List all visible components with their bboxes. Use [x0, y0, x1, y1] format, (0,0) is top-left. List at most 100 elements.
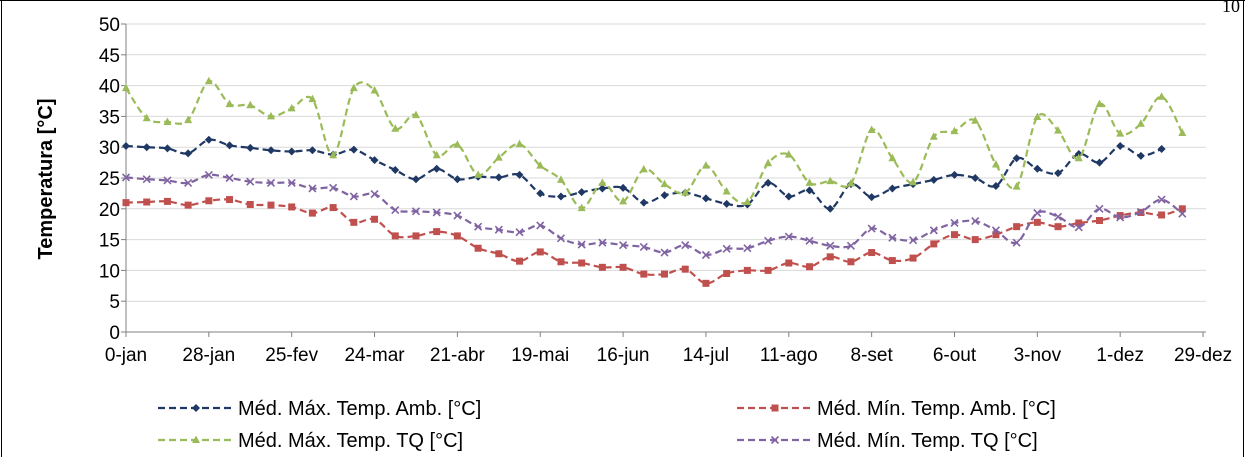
x-tick-label: 11-ago	[760, 345, 818, 366]
legend-item: Méd. Mín. Temp. TQ [°C]	[737, 430, 1038, 452]
data-point	[329, 204, 337, 212]
data-point	[577, 203, 586, 212]
data-point	[1033, 112, 1042, 121]
legend-label: Méd. Mín. Temp. Amb. [°C]	[817, 398, 1056, 420]
data-point	[1116, 141, 1125, 150]
data-point	[681, 188, 690, 196]
y-tick-label: 5	[109, 292, 120, 313]
data-point	[971, 236, 979, 244]
data-point	[515, 228, 524, 237]
data-point	[495, 250, 503, 258]
data-point	[1157, 145, 1166, 154]
data-point	[930, 240, 938, 248]
data-point	[163, 144, 172, 153]
data-point	[639, 242, 648, 252]
data-point	[412, 232, 420, 240]
data-point	[929, 175, 938, 184]
data-point	[163, 197, 171, 205]
data-point	[536, 221, 545, 230]
data-point	[391, 165, 400, 174]
data-point	[184, 115, 193, 124]
data-point	[225, 141, 234, 150]
data-point	[867, 125, 876, 133]
data-point	[453, 232, 461, 240]
data-point	[349, 145, 358, 154]
data-point	[1095, 158, 1104, 167]
series-min-amb	[122, 196, 1186, 287]
data-point	[950, 218, 959, 228]
data-point	[805, 178, 814, 186]
data-point	[536, 248, 544, 256]
data-point	[225, 173, 234, 183]
data-point	[805, 186, 814, 195]
data-point	[142, 175, 151, 184]
data-point	[701, 250, 711, 260]
data-point	[867, 193, 876, 202]
data-point	[909, 254, 917, 262]
data-point	[349, 192, 358, 201]
y-tick-label: 50	[99, 15, 120, 36]
data-point	[826, 253, 834, 261]
data-point	[1136, 207, 1145, 216]
legend-item: Méd. Máx. Temp. Amb. [°C]	[158, 398, 481, 420]
data-point	[1033, 164, 1042, 173]
data-point	[536, 189, 545, 198]
y-tick-label: 0	[109, 323, 120, 344]
y-tick-label: 25	[99, 169, 120, 190]
data-point	[204, 76, 213, 85]
data-point	[784, 150, 793, 158]
data-point	[991, 159, 1000, 168]
gridlines	[126, 23, 1206, 302]
data-point	[1178, 128, 1187, 137]
data-point	[577, 240, 586, 249]
data-point	[1012, 182, 1021, 190]
data-point	[349, 83, 358, 92]
data-point	[288, 203, 296, 211]
x-tick-label: 3-nov	[1014, 345, 1062, 366]
data-point	[453, 211, 462, 220]
data-point	[619, 241, 628, 250]
legend-item: Méd. Máx. Temp. TQ [°C]	[158, 430, 463, 452]
x-tick-label: 1-dez	[1096, 345, 1144, 366]
data-point	[516, 257, 524, 265]
legend-marker	[770, 435, 780, 445]
y-tick-label: 35	[99, 107, 120, 128]
data-point	[639, 164, 648, 173]
data-point	[433, 228, 441, 236]
data-point	[1178, 209, 1187, 218]
data-point	[246, 143, 255, 152]
data-point	[950, 126, 959, 135]
data-point	[681, 265, 689, 273]
data-point	[764, 266, 772, 274]
data-point	[701, 161, 710, 169]
data-point	[660, 191, 669, 200]
data-point	[122, 83, 130, 92]
data-point	[784, 232, 793, 241]
data-point	[204, 135, 213, 144]
data-point	[929, 132, 938, 140]
x-tick-label: 19-mai	[511, 345, 569, 366]
data-point	[163, 176, 172, 185]
data-point	[226, 196, 234, 204]
data-point	[826, 176, 835, 185]
data-point	[743, 197, 752, 206]
data-point	[329, 183, 338, 192]
legend-marker	[192, 435, 200, 443]
axes	[121, 23, 1206, 337]
data-point	[1012, 238, 1021, 247]
data-point	[391, 232, 399, 240]
data-point	[474, 244, 482, 252]
series-group	[121, 76, 1187, 287]
x-tick-label: 6-out	[933, 345, 977, 366]
legend-marker	[192, 404, 200, 412]
x-tick-label: 24-mar	[344, 345, 405, 366]
data-point	[764, 178, 773, 187]
data-point	[1054, 169, 1063, 178]
data-point	[122, 141, 130, 150]
data-point	[722, 187, 731, 195]
data-point	[122, 199, 130, 207]
legend: Méd. Máx. Temp. Amb. [°C] Méd. Mín. Temp.…	[158, 398, 1056, 452]
data-point	[1012, 154, 1021, 163]
y-tick-label: 20	[99, 200, 120, 221]
